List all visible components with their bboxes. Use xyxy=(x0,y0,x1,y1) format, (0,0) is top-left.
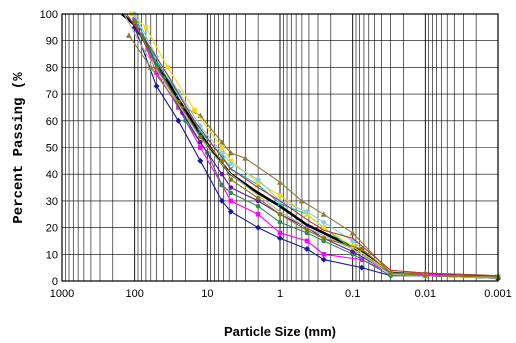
x-tick-labels: 1000 100 10 1 0.1 0.01 0.001 xyxy=(50,288,512,300)
data-point xyxy=(175,117,182,124)
data-point xyxy=(255,203,261,209)
data-point xyxy=(321,235,327,241)
x-tick-label: 100 xyxy=(125,288,143,300)
y-tick-label: 0 xyxy=(52,276,58,288)
data-point xyxy=(219,182,225,188)
data-point xyxy=(277,235,283,242)
data-point xyxy=(197,139,203,145)
data-point xyxy=(320,256,327,263)
data-point xyxy=(298,197,305,204)
data-point xyxy=(320,211,327,217)
data-point xyxy=(277,211,283,217)
data-point xyxy=(176,99,181,105)
data-point xyxy=(304,245,311,252)
data-point xyxy=(143,25,149,30)
data-point xyxy=(218,149,225,156)
data-point xyxy=(277,230,283,236)
series-line xyxy=(141,35,499,279)
data-point xyxy=(359,246,365,252)
data-point xyxy=(219,158,225,164)
y-tick-labels: 0 10 20 30 40 50 60 70 80 90 100 xyxy=(40,9,58,288)
series-11 xyxy=(125,13,499,277)
data-point xyxy=(227,149,234,156)
y-axis-label: Percent Passing (% xyxy=(11,72,27,224)
data-point xyxy=(147,64,154,70)
x-axis-label: Particle Size (mm) xyxy=(224,324,336,339)
data-point xyxy=(255,224,262,231)
data-point xyxy=(350,249,355,254)
data-point xyxy=(304,208,311,215)
x-tick-label: 0.001 xyxy=(484,288,512,300)
data-point xyxy=(277,179,283,185)
data-point xyxy=(197,145,203,150)
plot-border xyxy=(61,13,499,282)
data-point xyxy=(192,107,197,113)
data-point xyxy=(358,264,365,271)
y-tick-label: 70 xyxy=(46,89,58,101)
data-point xyxy=(277,219,283,225)
series-line xyxy=(134,21,499,278)
data-point xyxy=(304,238,310,244)
data-point xyxy=(154,65,159,70)
data-point xyxy=(228,198,234,204)
data-point xyxy=(255,211,261,217)
y-tick-label: 100 xyxy=(40,9,58,21)
y-tick-label: 80 xyxy=(46,62,58,74)
data-point xyxy=(227,160,234,167)
series-12 xyxy=(132,19,501,280)
y-tick-label: 20 xyxy=(46,223,58,235)
y-tick-label: 50 xyxy=(46,143,58,155)
y-tick-label: 30 xyxy=(46,196,58,208)
data-point xyxy=(165,65,171,70)
data-point xyxy=(349,229,356,236)
x-tick-label: 1000 xyxy=(50,288,74,300)
data-point xyxy=(255,195,261,201)
data-point xyxy=(132,17,137,22)
data-point xyxy=(304,227,310,233)
series-10 xyxy=(123,13,499,279)
data-point xyxy=(218,197,225,204)
series-2 xyxy=(131,24,501,282)
data-point xyxy=(255,176,262,183)
data-point xyxy=(320,219,327,226)
data-point xyxy=(228,177,234,182)
plot-frame xyxy=(61,13,499,282)
data-point xyxy=(218,139,225,145)
x-tick-label: 0.01 xyxy=(415,288,436,300)
y-tick-label: 10 xyxy=(46,249,58,261)
data-point xyxy=(132,19,137,25)
data-point xyxy=(228,185,234,190)
x-tick-label: 10 xyxy=(201,288,213,300)
data-point xyxy=(242,155,249,161)
x-tick-label: 1 xyxy=(277,288,283,300)
data-point xyxy=(228,190,234,196)
series-line xyxy=(134,27,499,279)
series-line xyxy=(128,35,499,277)
data-point xyxy=(197,134,203,140)
data-point xyxy=(388,270,393,276)
data-point xyxy=(277,193,283,198)
data-point xyxy=(321,225,327,230)
data-point xyxy=(197,157,204,164)
series-line xyxy=(123,13,499,279)
y-tick-label: 40 xyxy=(46,169,58,181)
data-point xyxy=(219,145,225,150)
y-tick-label: 60 xyxy=(46,116,58,128)
data-point xyxy=(154,70,159,76)
data-point xyxy=(423,273,428,278)
data-point xyxy=(219,171,225,177)
series-line xyxy=(125,13,499,277)
data-point xyxy=(197,123,204,130)
series-line xyxy=(131,13,499,278)
data-point xyxy=(125,32,132,38)
y-tick-label: 90 xyxy=(46,36,58,48)
data-point xyxy=(321,252,327,257)
data-point xyxy=(153,83,160,90)
x-tick-label: 0.1 xyxy=(345,288,360,300)
data-point xyxy=(227,208,234,215)
